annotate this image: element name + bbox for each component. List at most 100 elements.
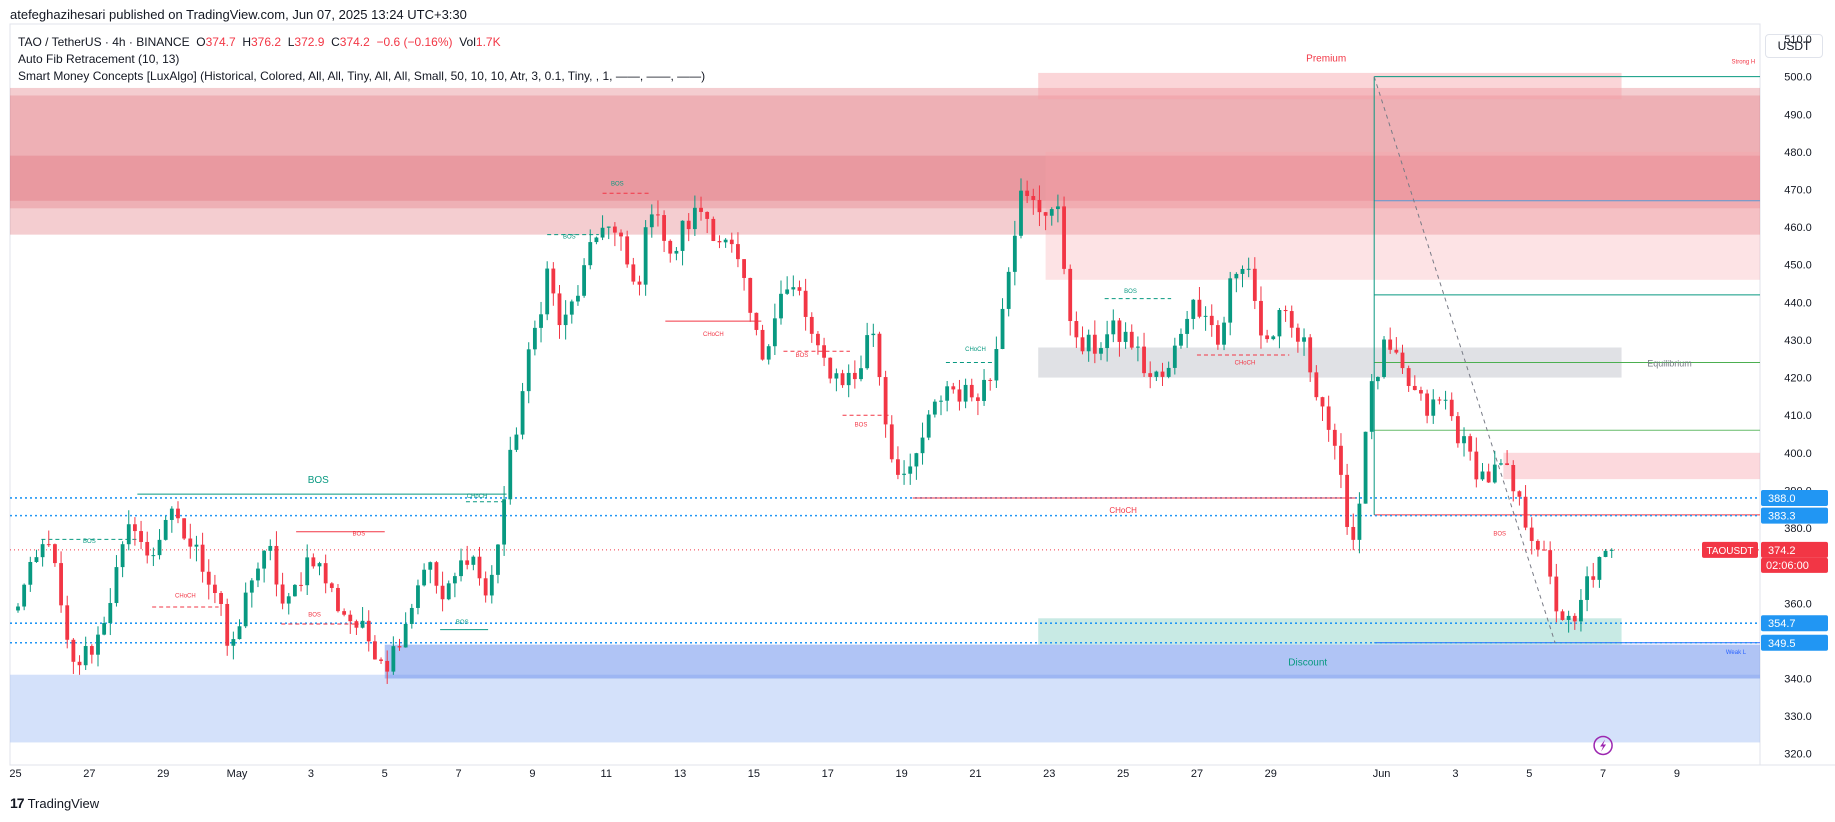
candle-body	[612, 226, 617, 233]
x-tick-label: 27	[1191, 768, 1203, 780]
smc-zone	[384, 644, 1760, 679]
candle-body	[1215, 325, 1220, 345]
price-label-text: 388.0	[1768, 493, 1796, 505]
candle-body	[908, 466, 913, 474]
candle-body	[1474, 451, 1479, 480]
candle-body	[446, 583, 451, 600]
low-label: L	[287, 35, 295, 49]
candle-body	[372, 641, 377, 660]
lightning-icon	[1593, 735, 1613, 756]
candle-body	[1080, 337, 1085, 352]
candle-body	[1142, 346, 1146, 374]
smc-annotation: Weak L	[1726, 650, 1747, 656]
candle-body	[471, 556, 476, 565]
candle-body	[1228, 278, 1233, 323]
candle-body	[65, 605, 70, 640]
candle-body	[1591, 576, 1596, 580]
candle-body	[40, 544, 45, 558]
candle-body	[939, 400, 943, 402]
candle-body	[354, 621, 359, 628]
candle-body	[385, 660, 390, 672]
candle-body	[292, 584, 297, 597]
x-tick-label: 19	[895, 768, 907, 780]
candle-body	[1419, 390, 1423, 394]
candle-body	[1345, 474, 1350, 527]
high-label: H	[242, 35, 251, 49]
candle-body	[1135, 346, 1140, 348]
candle-body	[772, 318, 777, 347]
x-tick-label: Jun	[1373, 768, 1391, 780]
candle-body	[286, 596, 291, 604]
candle-body	[1019, 190, 1023, 236]
candle-body	[502, 499, 507, 545]
price-label-text: 374.2	[1768, 545, 1796, 557]
open-value: 374.7	[205, 35, 236, 49]
smc-annotation: CHoCH	[1109, 506, 1137, 515]
candle-body	[1542, 549, 1546, 551]
candle-body	[1123, 331, 1128, 342]
candle-body	[77, 661, 82, 666]
candle-body	[243, 592, 248, 627]
candle-body	[1511, 464, 1516, 492]
candle-body	[809, 316, 814, 334]
smc-annotation: BOS	[855, 422, 868, 428]
candle-body	[1572, 615, 1577, 622]
candle-body	[717, 240, 722, 243]
candle-body	[1603, 550, 1608, 557]
candle-body	[920, 437, 925, 454]
smc-zone	[1045, 151, 1760, 280]
candle-body	[539, 314, 543, 328]
smc-annotation: BOS	[308, 612, 321, 618]
candle-body	[299, 584, 303, 586]
candle-body	[994, 349, 999, 381]
candle-body	[859, 368, 863, 380]
candle-body	[157, 539, 162, 556]
tradingview-logo[interactable]: 17 TradingView	[10, 795, 99, 811]
candle-body	[28, 561, 33, 585]
candle-body	[416, 585, 420, 608]
candle-body	[563, 314, 568, 326]
candle-body	[748, 277, 753, 313]
candle-body	[1246, 268, 1251, 270]
indicator-smc[interactable]: Smart Money Concepts [LuxAlgo] (Historic…	[18, 69, 706, 83]
candle-body	[1074, 321, 1079, 338]
candle-body	[1265, 335, 1270, 340]
candle-body	[1548, 550, 1553, 577]
candle-body	[514, 434, 519, 450]
close-label: C	[331, 35, 340, 49]
y-tick-label: 400.0	[1784, 448, 1812, 460]
candle-body	[1462, 436, 1466, 444]
candle-body	[606, 226, 611, 228]
x-tick-label: 9	[1674, 768, 1680, 780]
candle-body	[951, 386, 956, 390]
smc-annotation: Discount	[1288, 657, 1327, 668]
candle-body	[342, 611, 347, 615]
candle-body	[625, 236, 630, 265]
candle-body	[668, 240, 673, 254]
x-tick-label: 7	[456, 768, 462, 780]
candle-body	[976, 397, 980, 401]
candle-body	[699, 207, 703, 212]
candle-body	[1339, 445, 1343, 475]
currency-button[interactable]: USDT	[1765, 34, 1823, 58]
candle-body	[225, 603, 230, 646]
candle-body	[89, 646, 94, 655]
low-value: 372.9	[294, 35, 325, 49]
indicator-fib[interactable]: Auto Fib Retracement (10, 13)	[18, 52, 180, 66]
symbol-title[interactable]: TAO / TetherUS · 4h · BINANCE	[18, 35, 190, 49]
candle-body	[16, 606, 20, 611]
candles-layer	[16, 178, 1614, 684]
candle-body	[71, 639, 76, 662]
candle-body	[305, 557, 310, 586]
candle-body	[729, 239, 734, 245]
candle-body	[237, 626, 242, 640]
candle-body	[1148, 373, 1153, 377]
candle-body	[545, 268, 550, 315]
countdown-text: 02:06:00	[1766, 560, 1809, 572]
candle-body	[1252, 268, 1257, 301]
candle-body	[532, 327, 537, 350]
smc-annotation: BOS	[83, 539, 96, 545]
candle-body	[1382, 339, 1386, 377]
candle-body	[145, 541, 150, 556]
